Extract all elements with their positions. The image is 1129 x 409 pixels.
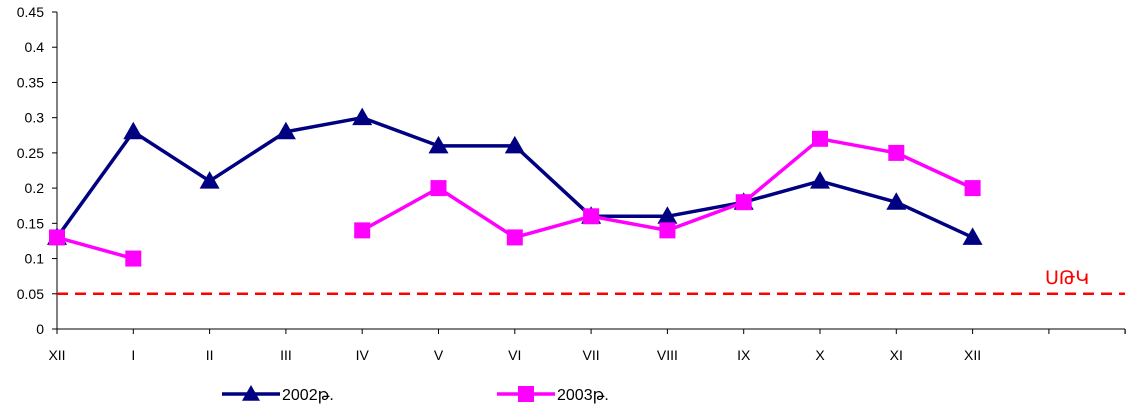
legend-label-2: 2003թ. — [557, 387, 609, 404]
x-tick-label: VI — [508, 347, 521, 363]
chart-axes — [56, 12, 1125, 330]
y-tick-label: 0.05 — [17, 286, 44, 302]
x-tick-label: VII — [583, 347, 600, 363]
y-tick-label: 0.1 — [25, 251, 45, 267]
x-tick-label: IV — [356, 347, 370, 363]
series-point-1 — [275, 121, 296, 140]
y-tick-label: 0.35 — [17, 74, 44, 90]
x-tick-label: XI — [890, 347, 903, 363]
x-tick-label: VIII — [657, 347, 678, 363]
series-point-1 — [504, 135, 525, 154]
series-point-2 — [354, 222, 371, 239]
series-point-1 — [123, 121, 144, 140]
legend-label-1: 2002թ. — [282, 387, 334, 404]
series-point-2 — [430, 180, 447, 197]
x-tick-label: XII — [48, 347, 65, 363]
x-tick-label: II — [206, 347, 214, 363]
series-point-1 — [352, 107, 373, 126]
reference-line-label: ՍԹԿ — [1045, 268, 1089, 289]
y-tick-label: 0.3 — [25, 110, 45, 126]
series-line-1 — [55, 115, 974, 240]
y-tick-label: 0.15 — [17, 215, 44, 231]
x-tick-label: I — [131, 347, 135, 363]
series-point-1 — [886, 192, 907, 210]
x-tick-label: V — [434, 347, 444, 363]
series-point-1 — [428, 135, 449, 154]
x-tick-label: X — [815, 347, 825, 363]
series-point-2 — [812, 130, 828, 147]
series-point-1 — [657, 206, 678, 224]
y-axis-ticks: 0 0.05 0.1 0.15 0.2 0.25 0.3 0.35 0.4 0.45 — [17, 4, 57, 337]
series-point-2 — [735, 194, 752, 211]
series-point-1 — [962, 227, 983, 245]
legend: 2002թ. 2003թ. — [222, 385, 609, 404]
y-tick-label: 0.25 — [17, 145, 44, 161]
legend-marker-1 — [242, 385, 260, 401]
series-point-2 — [49, 229, 65, 246]
x-tick-label: XII — [964, 347, 981, 363]
series-point-2 — [583, 208, 600, 225]
series-group — [47, 107, 983, 267]
series-point-1 — [199, 171, 220, 189]
series-line-2 — [56, 235, 134, 261]
series-point-2 — [506, 229, 523, 246]
series-point-2 — [964, 180, 981, 197]
series-point-1 — [810, 171, 830, 189]
y-tick-label: 0.4 — [25, 39, 45, 55]
series-point-2 — [888, 144, 905, 161]
x-axis-ticks: XII I II III IV V VI VII VIII IX X XI XII — [48, 329, 1126, 363]
y-tick-label: 0 — [36, 321, 44, 337]
y-tick-label: 0.45 — [17, 4, 44, 20]
y-tick-label: 0.2 — [25, 180, 45, 196]
x-tick-label: III — [280, 347, 292, 363]
series-point-2 — [125, 250, 142, 267]
reference-line-group: ՍԹԿ — [57, 268, 1125, 296]
series-point-2 — [659, 222, 676, 239]
legend-marker-2 — [518, 386, 534, 402]
x-tick-label: IX — [737, 347, 751, 363]
